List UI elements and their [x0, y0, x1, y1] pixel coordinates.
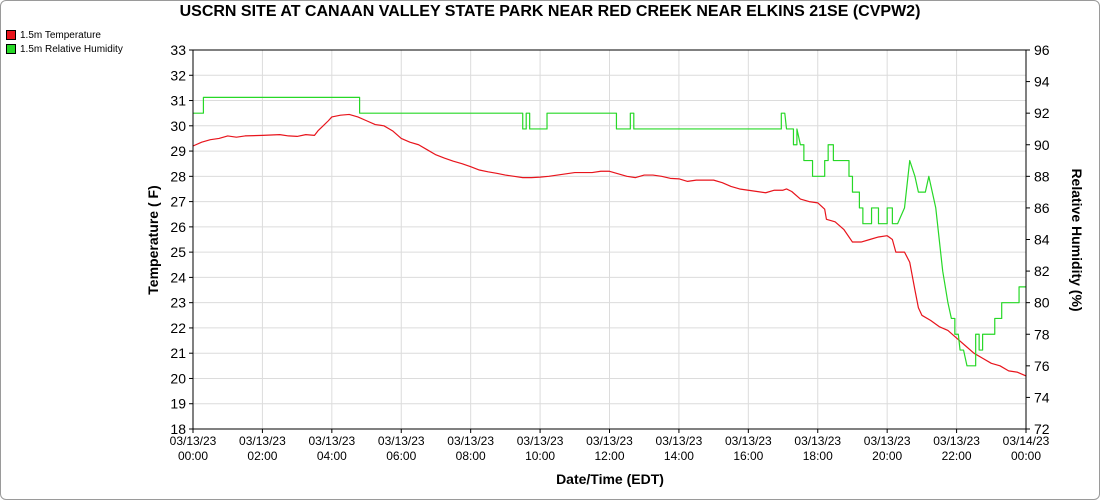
x-tick-label-date: 03/13/23: [725, 434, 772, 448]
x-tick-label-time: 18:00: [803, 449, 833, 463]
y-tick-label-left: 25: [170, 244, 186, 260]
x-tick-label-date: 03/14/23: [1003, 434, 1050, 448]
x-tick-label-time: 06:00: [386, 449, 416, 463]
x-tick-label-date: 03/13/23: [517, 434, 564, 448]
x-tick-label-date: 03/13/23: [794, 434, 841, 448]
plot-area: [192, 96, 1027, 377]
axis-ticks: 18 19 20 21 22 23 24 25 26 27 28 29 30 31 32 33 72 74 76 78…: [170, 42, 1050, 463]
y-tick-label-right: 92: [1034, 105, 1050, 121]
y-tick-label-right: 74: [1034, 389, 1050, 405]
x-tick-label-time: 02:00: [247, 449, 277, 463]
x-tick-label-date: 03/13/23: [933, 434, 980, 448]
y-tick-label-left: 18: [170, 421, 186, 437]
y-axis-label-right: Relative Humidity (%): [1069, 168, 1085, 311]
y-tick-label-right: 86: [1034, 200, 1050, 216]
y-tick-label-right: 78: [1034, 326, 1050, 342]
x-tick-label-date: 03/13/23: [170, 434, 217, 448]
x-tick-label-date: 03/13/23: [864, 434, 911, 448]
x-tick-label-time: 12:00: [594, 449, 624, 463]
x-tick-label-date: 03/13/23: [586, 434, 633, 448]
y-tick-label-right: 72: [1034, 421, 1050, 437]
x-tick-label-date: 03/13/23: [308, 434, 355, 448]
y-tick-label-left: 31: [170, 93, 186, 109]
y-tick-label-left: 33: [170, 42, 186, 58]
y-tick-label-right: 80: [1034, 295, 1050, 311]
x-tick-label-time: 16:00: [733, 449, 763, 463]
legend-label-temperature: 1.5m Temperature: [20, 29, 101, 41]
chart-title: USCRN SITE AT CANAAN VALLEY STATE PARK N…: [179, 3, 921, 20]
legend-item-humidity: 1.5m Relative Humidity: [6, 42, 123, 56]
x-tick-label-date: 03/13/23: [656, 434, 703, 448]
y-tick-label-right: 96: [1034, 42, 1050, 58]
legend-swatch-humidity: [6, 44, 16, 54]
grid-lines: [192, 49, 1027, 430]
y-tick-label-left: 28: [170, 168, 186, 184]
y-tick-label-right: 90: [1034, 137, 1050, 153]
legend-item-temperature: 1.5m Temperature: [6, 28, 123, 42]
y-tick-label-left: 24: [170, 269, 186, 285]
y-axis-label-left: Temperature ( F): [145, 185, 161, 294]
y-tick-label-right: 84: [1034, 232, 1050, 248]
legend-label-humidity: 1.5m Relative Humidity: [20, 43, 123, 55]
y-tick-label-left: 29: [170, 143, 186, 159]
y-tick-label-right: 82: [1034, 263, 1050, 279]
x-tick-label-date: 03/13/23: [239, 434, 286, 448]
x-tick-label-time: 10:00: [525, 449, 555, 463]
x-tick-label-date: 03/13/23: [378, 434, 425, 448]
y-tick-label-left: 20: [170, 370, 186, 386]
x-tick-label-date: 03/13/23: [447, 434, 494, 448]
x-tick-label-time: 00:00: [178, 449, 208, 463]
y-tick-label-right: 76: [1034, 358, 1050, 374]
x-tick-label-time: 20:00: [872, 449, 902, 463]
y-tick-label-left: 23: [170, 295, 186, 311]
x-tick-label-time: 04:00: [317, 449, 347, 463]
humidity-series-line: [193, 96, 1026, 367]
x-axis-label: Date/Time (EDT): [556, 471, 664, 487]
x-tick-label-time: 14:00: [664, 449, 694, 463]
y-tick-label-left: 30: [170, 118, 186, 134]
x-tick-label-time: 08:00: [456, 449, 486, 463]
legend-swatch-temperature: [6, 30, 16, 40]
legend: 1.5m Temperature 1.5m Relative Humidity: [6, 28, 123, 56]
y-tick-label-left: 32: [170, 67, 186, 83]
y-tick-label-left: 26: [170, 219, 186, 235]
y-tick-label-left: 21: [170, 345, 186, 361]
y-tick-label-left: 27: [170, 194, 186, 210]
temperature-series-line: [192, 113, 1027, 377]
x-tick-label-time: 00:00: [1011, 449, 1041, 463]
plot-border: [192, 49, 1027, 430]
y-tick-label-left: 22: [170, 320, 186, 336]
y-tick-label-right: 88: [1034, 168, 1050, 184]
y-tick-label-left: 19: [170, 396, 186, 412]
y-tick-label-right: 94: [1034, 74, 1050, 90]
x-tick-label-time: 22:00: [942, 449, 972, 463]
